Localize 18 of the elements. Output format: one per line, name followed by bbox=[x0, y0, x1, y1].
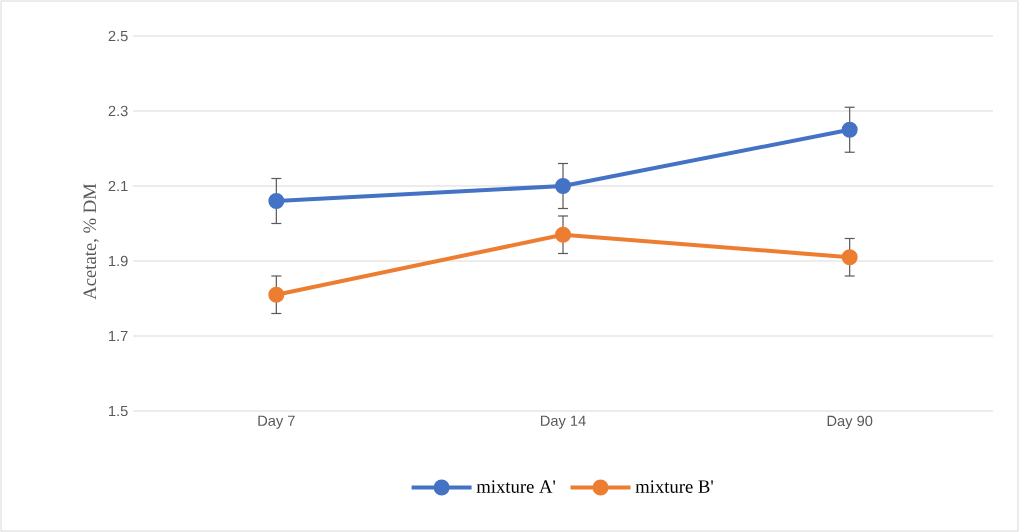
y-tick-label: 2.3 bbox=[108, 105, 128, 117]
y-tick-label: 1.7 bbox=[109, 330, 128, 342]
x-tick-label: Day 7 bbox=[258, 415, 295, 429]
point bbox=[555, 178, 572, 194]
legend-label: mixture A' bbox=[476, 480, 556, 493]
legend-label: mixture B' bbox=[635, 480, 713, 493]
y-axis-title: Acetate, % DM bbox=[83, 183, 99, 300]
point bbox=[841, 121, 858, 138]
y-tick-label: 1.9 bbox=[109, 255, 128, 267]
x-tick-label: Day 90 bbox=[827, 415, 873, 429]
point bbox=[555, 226, 572, 243]
x-tick-label: Day 14 bbox=[540, 415, 586, 429]
point bbox=[268, 193, 285, 209]
point bbox=[268, 286, 285, 303]
point bbox=[841, 249, 858, 266]
y-tick-label: 1.5 bbox=[109, 405, 128, 417]
y-tick-label: 2.1 bbox=[108, 180, 128, 192]
y-tick-label: 2.5 bbox=[108, 30, 128, 42]
